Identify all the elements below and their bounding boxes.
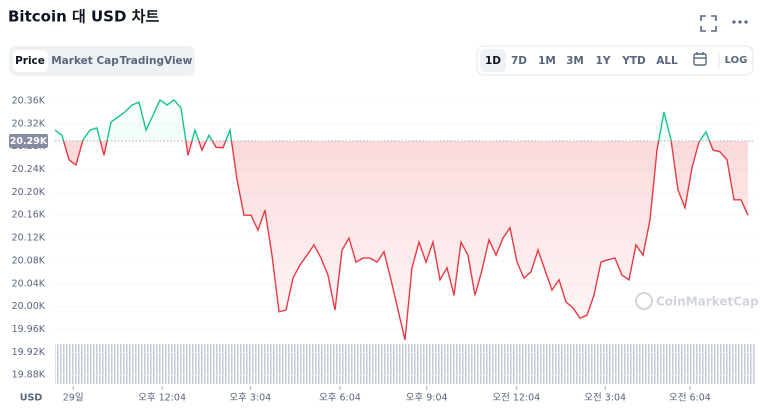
price-line-down [62, 140, 749, 340]
x-tick-label: 오후 6:04 [319, 393, 361, 404]
y-tick-label: 20.32K [12, 118, 46, 129]
more-icon[interactable] [732, 20, 748, 24]
tab[interactable]: Price [15, 55, 45, 67]
y-tick-label: 19.88K [12, 370, 46, 381]
active-tab [13, 50, 48, 72]
range-button[interactable]: YTD [621, 55, 646, 67]
x-tick-label: 오전 6:04 [669, 393, 711, 404]
watermark: CoinMarketCap [635, 292, 759, 310]
currency-label: USD [20, 393, 43, 404]
area-up [55, 99, 748, 141]
title: Bitcoin 대 USD 차트 [8, 8, 159, 26]
x-tick-label: 오전 3:04 [584, 393, 626, 404]
watermark-logo [635, 292, 653, 310]
range-group [476, 45, 754, 76]
range-button[interactable]: 1D [485, 55, 501, 67]
range-button[interactable]: 7D [511, 55, 527, 67]
y-tick-label: 20.12K [12, 233, 46, 244]
price-line-up [54, 98, 711, 141]
active-range [480, 49, 506, 72]
tab[interactable]: Market Cap [51, 55, 119, 67]
log-button[interactable]: LOG [725, 55, 748, 66]
reference-badge [9, 133, 48, 148]
x-tick-label: 오전 12:04 [492, 393, 540, 404]
x-tick-label: 오후 9:04 [406, 393, 448, 404]
x-tick-label: 오후 3:04 [229, 393, 271, 404]
range-button[interactable]: 1Y [596, 55, 611, 67]
tab-group [9, 46, 195, 76]
y-tick-label: 20.04K [12, 278, 46, 289]
x-tick-label: 오후 12:04 [138, 393, 186, 404]
y-tick-label: 20.20K [12, 187, 46, 198]
expand-icon[interactable] [700, 15, 717, 32]
area-down [63, 140, 748, 340]
y-tick-label: 20.08K [12, 255, 46, 266]
y-tick-label: 20.36K [12, 96, 46, 107]
y-tick-label: 20.00K [12, 301, 46, 312]
range-button[interactable]: 1M [538, 55, 556, 67]
tab[interactable]: TradingView [120, 55, 193, 67]
reference-label: 20.29K [10, 136, 48, 147]
volume-bars [55, 344, 755, 384]
watermark-text: CoinMarketCap [656, 295, 759, 309]
range-button[interactable]: ALL [656, 55, 678, 67]
y-tick-label: 20.24K [12, 164, 46, 175]
x-tick-label: 29일 [63, 393, 84, 404]
y-tick-label: 19.96K [12, 324, 46, 335]
y-tick-label: 20.16K [12, 210, 46, 221]
calendar-icon[interactable] [693, 52, 707, 66]
y-tick-label: 19.92K [12, 347, 46, 358]
range-button[interactable]: 3M [566, 55, 584, 67]
